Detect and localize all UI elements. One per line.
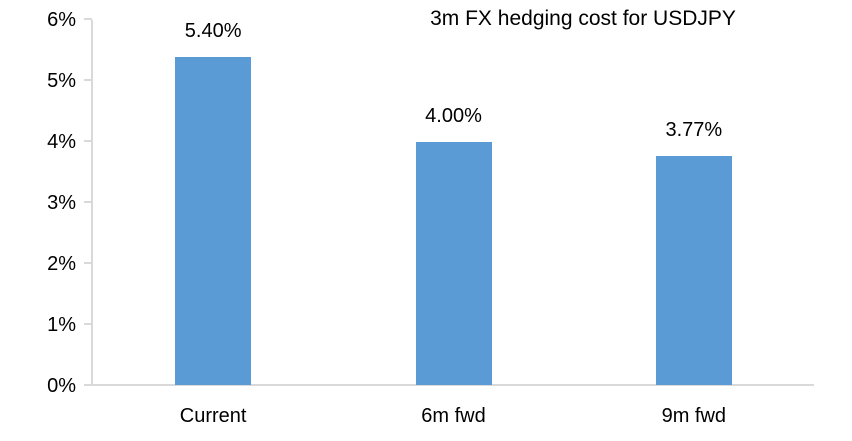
y-axis-tick-label: 4% [47, 131, 76, 153]
y-axis-tick [84, 18, 92, 20]
bar-value-label: 3.77% [665, 119, 723, 142]
y-axis-tick [84, 79, 92, 81]
y-axis-tick [84, 384, 92, 386]
y-axis-tick [84, 140, 92, 142]
bar-6m-fwd [415, 142, 492, 385]
y-axis-tick [84, 201, 92, 203]
bar-current [175, 56, 252, 385]
y-axis-tick-label: 2% [47, 253, 76, 275]
y-axis-line [91, 20, 93, 386]
y-axis-tick-label: 5% [47, 70, 76, 92]
bar-value-label: 5.40% [184, 19, 242, 42]
bar-9m-fwd [655, 156, 732, 385]
bar-value-label: 4.00% [425, 105, 482, 127]
x-axis-label: 6m fwd [421, 405, 486, 427]
y-axis-tick-label: 1% [47, 314, 76, 336]
y-axis-tick [84, 262, 92, 264]
x-axis-label: 9m fwd [661, 405, 727, 427]
y-axis-tick-label: 3% [47, 192, 76, 214]
y-axis-tick-label: 0% [47, 375, 76, 397]
y-axis-tick [84, 323, 92, 325]
y-axis-tick-label: 6% [47, 9, 76, 31]
x-axis-label: Current [179, 405, 247, 427]
x-axis-line [84, 384, 814, 386]
chart-title: 3m FX hedging cost for USDJPY [430, 7, 736, 30]
